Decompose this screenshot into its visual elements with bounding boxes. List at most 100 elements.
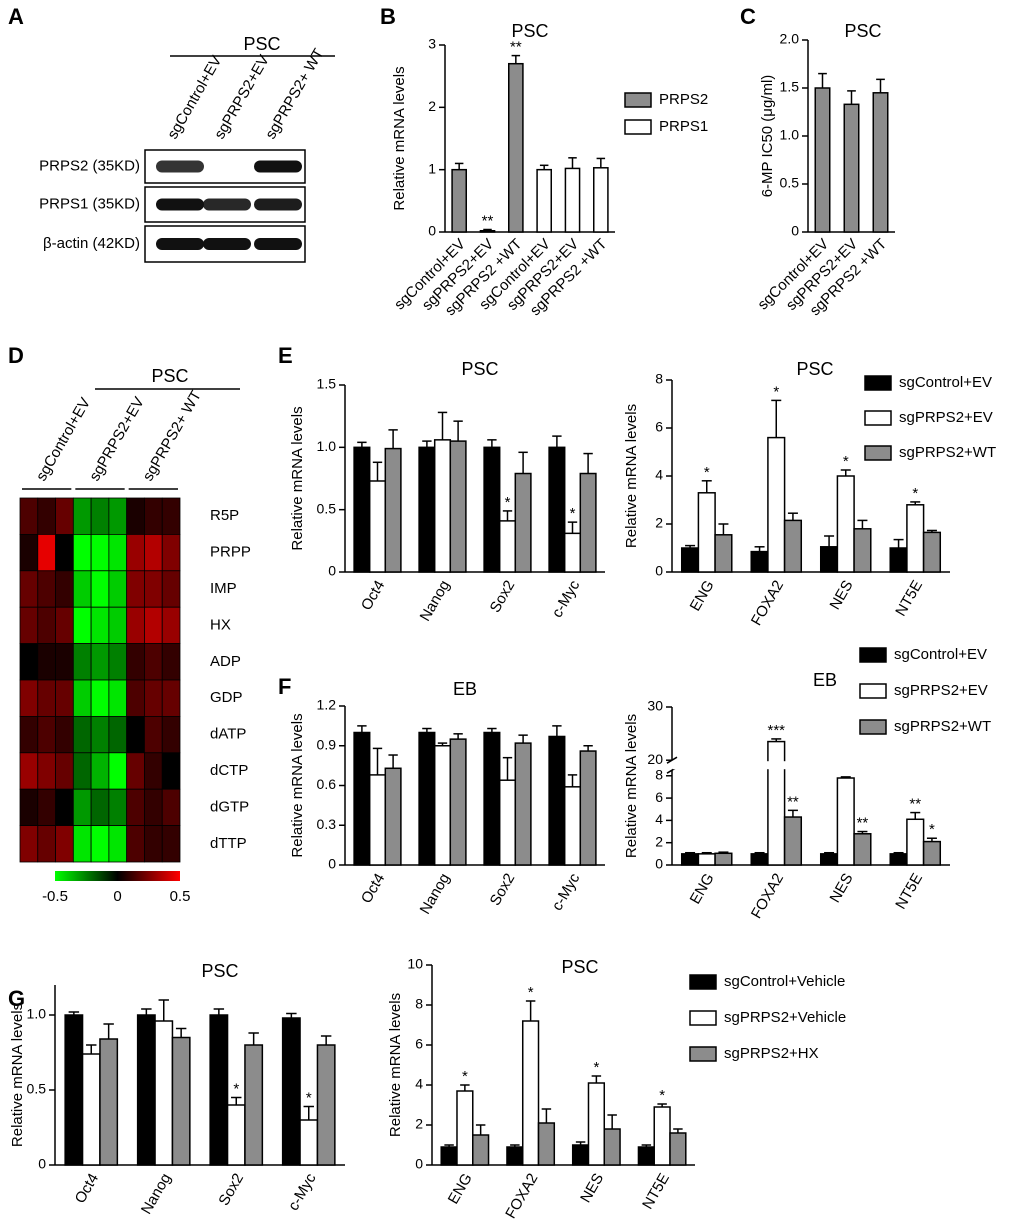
bar xyxy=(872,92,889,233)
chart-title: PSC xyxy=(151,366,188,386)
bar xyxy=(368,774,387,866)
y-tick-label: 0 xyxy=(655,856,663,872)
legend-label: sgPRPS2+WT xyxy=(899,444,996,461)
heatmap-cell xyxy=(19,643,39,681)
significance: * xyxy=(306,1089,312,1106)
blot-row-label: PRPS2 (35KD) xyxy=(39,157,140,174)
row-label: dTTP xyxy=(210,835,247,852)
y-axis-label: Relative mRNA levels xyxy=(387,993,404,1137)
y-tick-label: 3 xyxy=(428,36,436,52)
y-tick-label: 0 xyxy=(791,223,799,239)
y-tick-label: 4 xyxy=(655,467,663,483)
x-tick-label: FOXA2 xyxy=(748,577,787,628)
legend-label: sgControl+Vehicle xyxy=(724,973,845,990)
heatmap-cell xyxy=(55,825,74,863)
colorbar xyxy=(55,871,180,881)
bar xyxy=(418,446,436,573)
heatmap-cell xyxy=(108,752,128,790)
bar xyxy=(209,1014,229,1166)
x-tick-label: NT5E xyxy=(639,1170,673,1212)
panel-label: B xyxy=(380,4,396,29)
x-tick-label: ENG xyxy=(445,1170,476,1207)
row-label: dATP xyxy=(210,726,246,743)
bar xyxy=(456,1090,474,1166)
heatmap-cell xyxy=(144,570,163,608)
bar xyxy=(498,520,517,573)
heatmap-cell xyxy=(19,534,39,572)
bar xyxy=(171,1036,191,1166)
heatmap-cell xyxy=(144,788,163,827)
significance: * xyxy=(843,453,849,470)
bar xyxy=(714,852,733,866)
heatmap-cell xyxy=(108,716,128,754)
heatmap-cell xyxy=(108,643,128,681)
y-tick-label: 0 xyxy=(38,1156,46,1172)
break-gap xyxy=(673,761,951,770)
significance: * xyxy=(912,485,918,502)
y-axis-label: Relative mRNA levels xyxy=(289,713,306,857)
bar xyxy=(353,446,371,573)
bar xyxy=(508,62,524,233)
x-tick-label: ENG xyxy=(687,870,718,907)
legend-label: PRPS1 xyxy=(659,118,708,135)
legend-label: sgControl+EV xyxy=(899,374,992,391)
y-axis-label: 6-MP IC50 (μg/ml) xyxy=(759,75,776,198)
bar xyxy=(603,1128,621,1166)
x-tick-label: NT5E xyxy=(892,870,926,912)
bar xyxy=(521,1020,540,1166)
y-tick-label: 2.0 xyxy=(780,31,800,47)
heatmap-cell xyxy=(72,497,92,535)
heatmap-cell xyxy=(19,752,39,790)
heatmap-cell xyxy=(90,534,110,572)
y-tick-label: 1.0 xyxy=(780,127,800,143)
blot-band xyxy=(203,198,251,211)
y-tick-label: 0 xyxy=(428,223,436,239)
y-tick-label: 0.9 xyxy=(317,736,337,752)
heatmap-cell xyxy=(108,534,128,572)
heatmap-cell xyxy=(37,534,56,572)
heatmap-cell xyxy=(144,643,163,681)
heatmap-cell xyxy=(90,788,110,827)
y-tick-label: 6 xyxy=(655,789,663,805)
bar xyxy=(136,1014,156,1166)
y-tick-label: 0 xyxy=(655,563,663,579)
y-tick-label: 1 xyxy=(428,160,436,176)
bar xyxy=(853,833,872,866)
heatmap-cell xyxy=(72,606,92,645)
heatmap-cell xyxy=(72,716,92,754)
significance: * xyxy=(570,505,576,522)
chart-title: PSC xyxy=(461,359,498,379)
heatmap-cell xyxy=(90,497,110,535)
legend-swatch xyxy=(864,445,892,461)
y-tick-label: 4 xyxy=(655,811,663,827)
bar xyxy=(449,738,467,866)
x-tick-label: ENG xyxy=(687,577,718,614)
blot-band xyxy=(254,238,302,250)
bar xyxy=(433,745,452,866)
x-tick-label: Nanog xyxy=(138,1170,175,1217)
bar xyxy=(483,446,501,573)
heatmap-cell xyxy=(108,825,128,863)
heatmap-cell xyxy=(161,570,181,608)
y-axis-label: Relative mRNA levels xyxy=(9,1003,26,1147)
significance: * xyxy=(704,464,710,481)
heatmap-cell xyxy=(90,643,110,681)
heatmap-cell xyxy=(55,679,74,717)
heatmap-cell xyxy=(37,825,56,863)
heatmap-cell xyxy=(72,752,92,790)
heatmap-cell xyxy=(19,497,39,535)
y-tick-label: 1.2 xyxy=(317,697,337,713)
bar xyxy=(563,786,582,866)
bar xyxy=(483,731,501,866)
legend-label: sgControl+EV xyxy=(894,646,987,663)
bar xyxy=(472,1134,490,1166)
panel-label: A xyxy=(8,4,24,29)
x-tick-label: NT5E xyxy=(892,577,926,619)
heatmap-cell xyxy=(108,606,128,645)
x-tick-label: Nanog xyxy=(417,870,454,917)
y-tick-label: 2 xyxy=(655,515,663,531)
heatmap-cell xyxy=(19,788,39,827)
row-label: dCTP xyxy=(210,762,248,779)
bar xyxy=(384,767,402,866)
blot-row-label: β-actin (42KD) xyxy=(43,235,140,252)
